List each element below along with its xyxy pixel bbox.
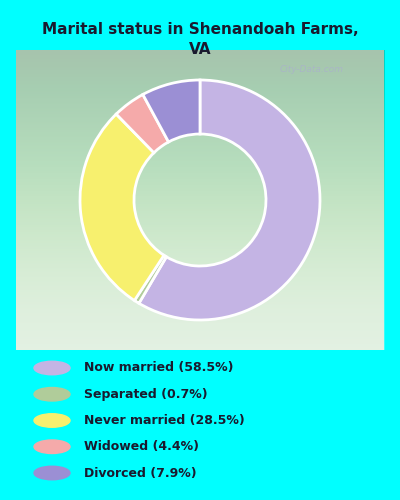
Wedge shape — [116, 94, 168, 152]
Wedge shape — [80, 114, 164, 300]
Text: City-Data.com: City-Data.com — [280, 65, 344, 74]
Text: Separated (0.7%): Separated (0.7%) — [84, 388, 208, 401]
Text: Now married (58.5%): Now married (58.5%) — [84, 362, 234, 374]
Wedge shape — [143, 80, 200, 142]
Wedge shape — [134, 256, 166, 304]
Text: Divorced (7.9%): Divorced (7.9%) — [84, 466, 197, 479]
Circle shape — [34, 414, 70, 427]
Wedge shape — [139, 80, 320, 320]
Text: Marital status in Shenandoah Farms,
VA: Marital status in Shenandoah Farms, VA — [42, 22, 358, 58]
Circle shape — [34, 466, 70, 480]
Circle shape — [34, 440, 70, 454]
Text: Never married (28.5%): Never married (28.5%) — [84, 414, 245, 427]
Text: Widowed (4.4%): Widowed (4.4%) — [84, 440, 199, 453]
Circle shape — [34, 388, 70, 401]
Circle shape — [34, 361, 70, 375]
